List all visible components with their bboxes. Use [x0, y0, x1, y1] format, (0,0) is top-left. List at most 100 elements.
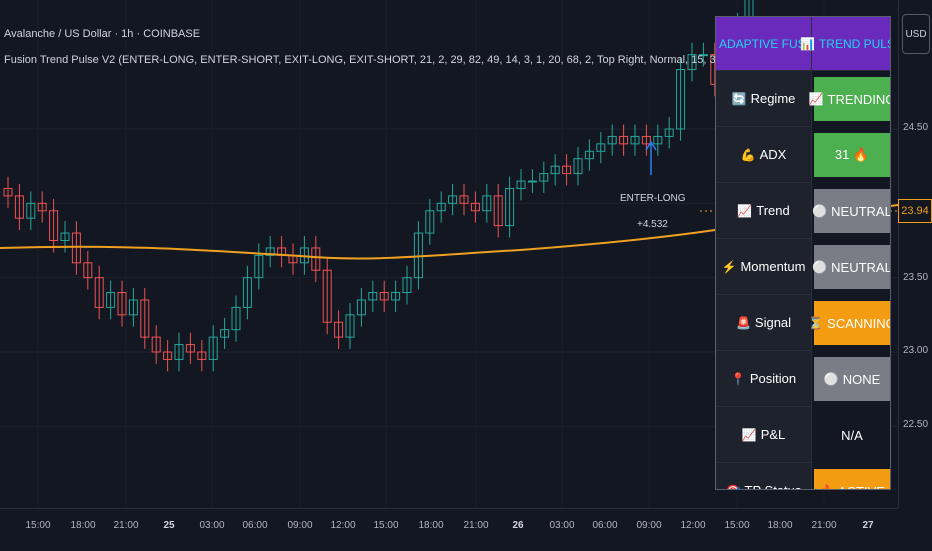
status-icon: ⚪: [812, 204, 828, 218]
candle-body: [516, 180, 526, 189]
candle-body: [596, 143, 606, 152]
signal-pnl-label: +4.532: [637, 219, 668, 230]
time-axis[interactable]: 15:00 18:00 21:00 25 03:00 06:00 09:00 12:00 15:…: [0, 508, 898, 551]
candle-body: [106, 292, 116, 308]
price-tick: 22.50: [903, 419, 929, 430]
lightning-icon: ⚡: [721, 259, 737, 274]
chart-icon: 📈: [741, 427, 757, 442]
signal-label-enter-long: ENTER-LONG: [620, 193, 686, 204]
panel-header: ⚡ADAPTIVE FUSION 📊TREND PULSE: [716, 17, 890, 71]
status-icon: ⚪: [812, 260, 828, 274]
candle-body: [37, 202, 47, 212]
price-tick: 23.50: [903, 272, 929, 283]
candle-body: [94, 277, 104, 308]
candle-body: [83, 262, 93, 279]
long-entry-arrow-icon: [645, 140, 657, 175]
panel-row-label: 🚨 Signal: [716, 295, 812, 351]
price-axis[interactable]: 24.50 23.50 23.00 22.50: [898, 0, 932, 508]
candle-body: [254, 254, 264, 279]
candle-body: [242, 277, 252, 308]
info-panel: ⚡ADAPTIVE FUSION 📊TREND PULSE 🔄Regime📈TR…: [715, 16, 891, 490]
candle-body: [425, 210, 435, 234]
status-icon: ⏳: [808, 316, 824, 330]
candle-body: [197, 351, 207, 360]
panel-row-value: ⏳ SCANNING: [808, 301, 890, 345]
candle-body: [493, 195, 503, 227]
time-tick: 21:00: [113, 520, 139, 531]
candle-body: [117, 292, 127, 316]
candle-body: [26, 202, 36, 219]
time-tick: 06:00: [592, 520, 618, 531]
panel-row-value: ⚪ NEUTRAL: [812, 189, 890, 233]
candle-body: [391, 292, 401, 301]
currency-button[interactable]: USD: [902, 14, 930, 54]
chart-icon: 📊: [800, 36, 815, 51]
candle-body: [584, 150, 594, 160]
time-tick: 21:00: [463, 520, 489, 531]
candle-body: [402, 277, 412, 294]
candle-body: [334, 321, 344, 338]
candle-body: [676, 69, 686, 130]
time-tick: 12:00: [330, 520, 356, 531]
panel-row: 🔄 Regime 📈 TRENDING: [716, 71, 890, 127]
panel-row-value: 31 🔥: [814, 133, 890, 177]
candle-body: [231, 306, 241, 331]
candle-body: [174, 344, 184, 360]
candle-body: [185, 344, 195, 353]
time-tick: 27: [862, 520, 874, 531]
candle-body: [71, 232, 81, 264]
candle-body: [14, 195, 24, 219]
time-tick: 18:00: [767, 520, 793, 531]
candle-body: [653, 135, 663, 145]
time-tick: 18:00: [70, 520, 96, 531]
panel-row-label: 🔄 Regime: [716, 71, 812, 127]
candle-body: [208, 336, 218, 360]
status-icon: ⚪: [823, 372, 839, 386]
candle-body: [60, 232, 70, 241]
panel-row: 🚨 Signal ⏳ SCANNING: [716, 295, 890, 351]
candle-body: [311, 247, 321, 271]
time-tick: 21:00: [811, 520, 837, 531]
panel-title-left: ⚡ADAPTIVE FUSION: [716, 17, 827, 71]
panel-row-label: 🎯TP Status: [716, 463, 812, 490]
time-tick: 03:00: [199, 520, 225, 531]
time-tick: 15:00: [25, 520, 51, 531]
panel-row-value: ⚪ NEUTRAL: [812, 245, 890, 289]
strength-icon: 💪: [740, 147, 756, 162]
status-icon: 📈: [808, 92, 824, 106]
candle-body: [448, 195, 458, 204]
candle-body: [562, 165, 572, 175]
panel-row-label: 📈 Trend: [716, 183, 812, 239]
panel-row-value: N/A: [814, 413, 890, 457]
candle-body: [151, 336, 161, 353]
panel-row-label: ⚡ Momentum: [716, 239, 812, 295]
time-tick: 18:00: [418, 520, 444, 531]
last-price-label: 23.94: [898, 199, 932, 223]
panel-row: 📈 P&L N/A: [716, 407, 890, 463]
symbol-title: Avalanche / US Dollar · 1h · COINBASE: [4, 28, 201, 40]
indicator-legend[interactable]: Fusion Trend Pulse V2 (ENTER-LONG, ENTER…: [4, 54, 756, 66]
candle-body: [436, 202, 446, 212]
time-tick: 09:00: [287, 520, 313, 531]
candle-body: [539, 173, 549, 182]
chart-up-icon: 📈: [737, 203, 753, 218]
time-tick: 15:00: [724, 520, 750, 531]
candle-body: [698, 54, 708, 57]
panel-row-value: 🔥ACTIVE: [814, 469, 890, 489]
panel-row-value: 📈 TRENDING: [809, 77, 890, 121]
candle-body: [265, 247, 275, 256]
candle-body: [322, 269, 332, 323]
target-icon: 🎯: [726, 484, 741, 490]
time-tick: 09:00: [636, 520, 662, 531]
candle-body: [607, 135, 617, 145]
candle-body: [482, 195, 492, 212]
price-tick: 24.50: [903, 122, 929, 133]
panel-row-label: 💪 ADX: [716, 127, 812, 183]
candle-body: [550, 165, 560, 175]
panel-row-label: 📍 Position: [716, 351, 812, 407]
panel-row-value: ⚪ NONE: [814, 357, 890, 401]
candle-body: [3, 187, 13, 197]
panel-row: ⚡ Momentum ⚪ NEUTRAL: [716, 239, 890, 295]
refresh-icon: 🔄: [731, 91, 747, 106]
panel-row: 💪 ADX 31 🔥: [716, 127, 890, 183]
